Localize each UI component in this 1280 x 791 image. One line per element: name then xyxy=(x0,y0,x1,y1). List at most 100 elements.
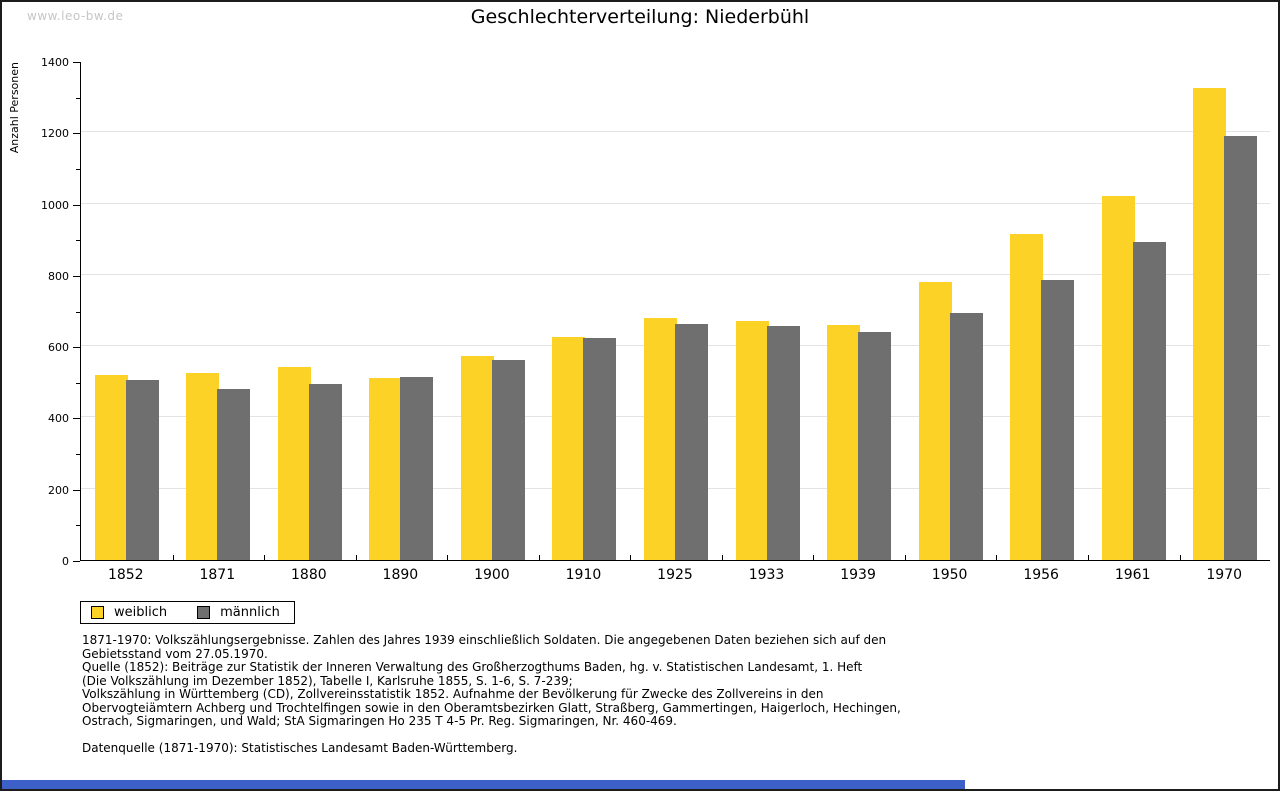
y-axis-label-200: 200 xyxy=(48,483,69,497)
bar-group-1871 xyxy=(173,62,265,560)
y-minor-tick-1300 xyxy=(76,97,80,99)
plot-area xyxy=(80,62,1270,561)
y-axis-label-800: 800 xyxy=(48,269,69,283)
bar-weiblich-1950 xyxy=(918,281,952,560)
gridline-800 xyxy=(81,273,1270,275)
bar-weiblich-1900 xyxy=(460,356,494,560)
watermark-leo-bw: www.leo-bw.de xyxy=(27,9,124,23)
chart-title: Geschlechterverteilung: Niederbühl xyxy=(470,6,810,28)
legend-swatch-weiblich xyxy=(91,606,104,619)
x-axis-label-1939: 1939 xyxy=(840,567,876,583)
x-boundary-tick xyxy=(630,555,632,560)
bar-männlich-1950 xyxy=(949,313,983,560)
x-boundary-tick xyxy=(447,555,449,560)
bar-group-1939 xyxy=(813,62,905,560)
y-axis-label-1000: 1000 xyxy=(41,198,69,212)
y-minor-tick-300 xyxy=(76,454,80,456)
y-minor-tick-700 xyxy=(76,311,80,313)
x-boundary-tick xyxy=(996,555,998,560)
bar-männlich-1852 xyxy=(125,379,159,560)
x-axis-label-1956: 1956 xyxy=(1023,567,1059,583)
legend: weiblich männlich xyxy=(80,601,295,624)
x-axis-label-1890: 1890 xyxy=(382,567,419,583)
y-major-tick-0 xyxy=(73,561,80,562)
y-major-tick-1400 xyxy=(73,62,80,63)
y-axis-label-600: 600 xyxy=(48,341,69,355)
bar-weiblich-1852 xyxy=(94,375,128,560)
bar-weiblich-1933 xyxy=(735,320,769,560)
y-axis-label-0: 0 xyxy=(62,555,69,568)
bottom-progress-bar xyxy=(2,780,965,789)
x-boundary-tick xyxy=(813,555,815,560)
y-major-tick-600 xyxy=(73,347,80,349)
bar-männlich-1871 xyxy=(217,388,251,560)
x-axis-label-1900: 1900 xyxy=(474,567,510,583)
y-axis-label-1400: 1400 xyxy=(41,56,69,69)
bar-group-1880 xyxy=(264,62,356,560)
legend-item-weiblich: weiblich xyxy=(91,605,167,620)
bar-group-1900 xyxy=(447,62,539,560)
x-boundary-tick xyxy=(721,555,723,560)
x-boundary-tick xyxy=(355,555,357,560)
y-major-tick-200 xyxy=(73,489,80,491)
bar-männlich-1961 xyxy=(1132,241,1166,560)
bar-group-1933 xyxy=(722,62,814,560)
legend-label-weiblich: weiblich xyxy=(114,605,168,620)
legend-swatch-maennlich xyxy=(197,606,211,619)
y-major-tick-400 xyxy=(73,418,80,420)
x-boundary-tick xyxy=(904,555,906,560)
footnote-line: Quelle (1852): Beiträge zur Statistik de… xyxy=(82,660,863,674)
legend-label-maennlich: männlich xyxy=(220,605,280,620)
bar-weiblich-1890 xyxy=(369,377,403,560)
x-axis-label-1871: 1871 xyxy=(199,567,236,583)
bar-männlich-1933 xyxy=(766,326,800,560)
y-major-tick-800 xyxy=(73,275,80,277)
bar-weiblich-1961 xyxy=(1101,195,1135,560)
y-minor-tick-900 xyxy=(76,240,80,242)
x-boundary-tick xyxy=(264,555,266,560)
x-boundary-tick xyxy=(538,555,540,560)
bar-weiblich-1910 xyxy=(552,336,586,560)
footnote-line: Gebietsstand vom 27.05.1970. xyxy=(82,646,268,661)
y-minor-tick-1100 xyxy=(76,168,80,170)
x-axis-label-1950: 1950 xyxy=(931,567,968,583)
bar-weiblich-1925 xyxy=(643,318,677,560)
bar-männlich-1890 xyxy=(400,376,434,560)
bar-group-1910 xyxy=(539,62,631,560)
footnote-line: (Die Volkszählung im Dezember 1852), Tab… xyxy=(82,673,573,688)
bar-weiblich-1880 xyxy=(277,367,311,560)
bar-group-1956 xyxy=(996,62,1088,560)
y-major-tick-1000 xyxy=(73,204,80,206)
x-axis-label-1852: 1852 xyxy=(107,567,144,583)
legend-item-maennlich: männlich xyxy=(197,605,280,620)
bar-weiblich-1939 xyxy=(827,324,861,560)
bar-männlich-1939 xyxy=(858,331,892,560)
datasource-line: Datenquelle (1871-1970): Statistisches L… xyxy=(82,741,518,755)
footnote-line: Ostrach, Sigmaringen, und Wald; StA Sigm… xyxy=(82,714,677,728)
x-boundary-tick xyxy=(1087,555,1089,560)
y-axis-label-1200: 1200 xyxy=(41,127,69,141)
y-axis-title: Anzahl Personen xyxy=(8,62,21,154)
bar-group-1961 xyxy=(1088,62,1180,560)
footnotes: 1871-1970: Volkszählungsergebnisse. Zahl… xyxy=(82,633,1262,729)
bar-weiblich-1970 xyxy=(1193,88,1227,560)
bar-group-1890 xyxy=(356,62,448,560)
x-boundary-tick xyxy=(1179,555,1181,560)
x-axis-label-1970: 1970 xyxy=(1206,567,1243,583)
bar-weiblich-1871 xyxy=(186,372,220,560)
bar-group-1925 xyxy=(630,62,722,560)
x-axis-label-1925: 1925 xyxy=(657,567,693,583)
bar-weiblich-1956 xyxy=(1010,233,1044,560)
bar-männlich-1900 xyxy=(491,360,525,560)
footnote-line: Volkszählung in Württemberg (CD), Zollve… xyxy=(82,687,824,701)
bar-männlich-1910 xyxy=(583,338,617,560)
x-axis-label-1880: 1880 xyxy=(291,567,327,583)
bar-männlich-1970 xyxy=(1224,135,1258,560)
gridline-1000 xyxy=(81,202,1270,204)
bar-group-1950 xyxy=(905,62,997,560)
bar-group-1852 xyxy=(81,62,173,560)
footnote-line: 1871-1970: Volkszählungsergebnisse. Zahl… xyxy=(82,633,887,647)
x-axis-label-1961: 1961 xyxy=(1114,567,1151,583)
bar-männlich-1925 xyxy=(674,324,708,560)
